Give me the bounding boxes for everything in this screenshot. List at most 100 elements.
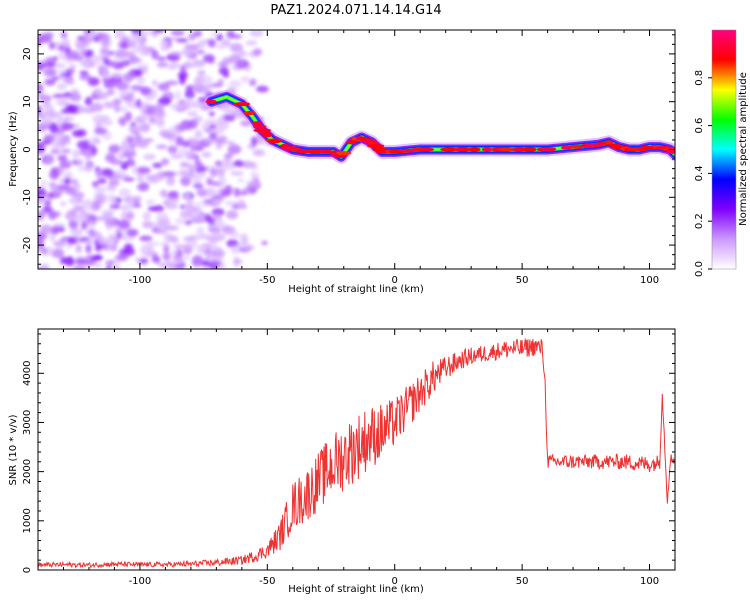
noise-blob	[205, 187, 216, 196]
x-tick-label: 50	[516, 576, 529, 587]
noise-blob	[216, 218, 224, 228]
y-tick-label: -10	[22, 189, 33, 205]
noise-blob	[250, 171, 260, 180]
snr-frame	[37, 328, 676, 571]
noise-blob	[114, 103, 121, 113]
noise-blob	[38, 112, 50, 117]
noise-blob	[142, 221, 154, 229]
noise-blob	[87, 220, 96, 229]
noise-blob	[75, 42, 86, 51]
noise-blob	[145, 241, 160, 247]
noise-blob	[261, 240, 268, 245]
noise-blob	[160, 241, 170, 247]
noise-blob	[118, 188, 131, 197]
noise-blob	[84, 163, 93, 173]
noise-blob	[133, 194, 143, 201]
colorbar-tick-label: 0.8	[694, 70, 705, 86]
noise-blob	[104, 80, 117, 89]
noise-blob	[160, 44, 170, 52]
noise-blob	[38, 83, 43, 92]
spectrogram-xlabel: Height of straight line (km)	[288, 284, 424, 295]
noise-blob	[38, 124, 45, 130]
ridge-peak	[267, 139, 283, 144]
noise-blob	[181, 140, 191, 148]
noise-blob	[201, 151, 212, 158]
noise-blob	[66, 79, 75, 86]
y-tick-label: 1000	[22, 508, 33, 533]
noise-blob	[137, 166, 151, 175]
noise-blob	[68, 219, 79, 230]
noise-blob	[171, 261, 183, 266]
noise-blob	[44, 199, 52, 206]
noise-blob	[167, 192, 179, 200]
ridge-peak	[205, 99, 217, 104]
noise-blob	[153, 30, 165, 34]
noise-blob	[165, 55, 180, 60]
ridge-peak	[262, 133, 273, 138]
noise-blob	[115, 48, 128, 58]
noise-blob	[129, 122, 137, 127]
noise-blob	[107, 209, 114, 220]
noise-blob	[106, 51, 116, 56]
noise-blob	[146, 245, 155, 256]
y-tick-label: -20	[22, 237, 33, 253]
noise-blob	[126, 228, 139, 237]
snr-series-line	[38, 338, 675, 569]
noise-blob	[215, 144, 223, 150]
noise-blob	[63, 171, 73, 181]
noise-blob	[75, 243, 82, 254]
noise-blob	[173, 244, 187, 250]
noise-blob	[84, 239, 98, 245]
noise-blob	[209, 123, 217, 130]
noise-blob	[82, 36, 95, 43]
noise-blob	[208, 227, 222, 234]
noise-blob	[231, 245, 240, 255]
noise-blob	[165, 225, 180, 231]
noise-blob	[105, 265, 113, 269]
noise-blob	[209, 167, 218, 178]
noise-blob	[134, 133, 143, 143]
noise-blob	[68, 104, 79, 115]
colorbar-ticks: 0.0 0.2 0.4 0.6 0.8	[694, 70, 712, 277]
noise-blob	[110, 72, 123, 79]
noise-blob	[151, 80, 159, 87]
noise-blob	[238, 191, 248, 196]
x-tick-label: -50	[259, 275, 275, 286]
noise-blob	[102, 57, 110, 64]
noise-blob	[107, 194, 117, 204]
noise-blob	[162, 171, 177, 177]
x-tick-label: -100	[129, 275, 152, 286]
noise-blob	[60, 148, 72, 154]
noise-blob	[66, 50, 80, 60]
noise-blob	[113, 264, 121, 269]
noise-blob	[156, 225, 166, 230]
noise-blob	[223, 184, 233, 194]
noise-blob	[237, 241, 249, 249]
noise-blob	[197, 143, 205, 149]
noise-blob	[73, 205, 86, 210]
noise-blob	[57, 165, 65, 172]
noise-blob	[249, 30, 264, 37]
noise-blob	[226, 239, 239, 248]
ridge-peak	[243, 111, 256, 116]
noise-blob	[117, 153, 128, 159]
noise-blob	[124, 243, 134, 252]
noise-blob	[108, 144, 121, 154]
noise-blob	[214, 160, 223, 167]
noise-blob	[233, 187, 241, 198]
noise-blob	[121, 95, 135, 101]
noise-blob	[246, 180, 258, 187]
noise-blob	[178, 148, 188, 155]
noise-blob	[120, 161, 128, 171]
noise-blob	[53, 240, 66, 248]
noise-blob	[51, 75, 60, 81]
noise-blob	[165, 80, 179, 86]
noise-blob	[152, 204, 165, 213]
noise-blob	[148, 178, 160, 184]
noise-blob	[206, 235, 220, 244]
noise-blob	[79, 59, 92, 67]
colorbar-tick-label: 0.2	[694, 213, 705, 229]
